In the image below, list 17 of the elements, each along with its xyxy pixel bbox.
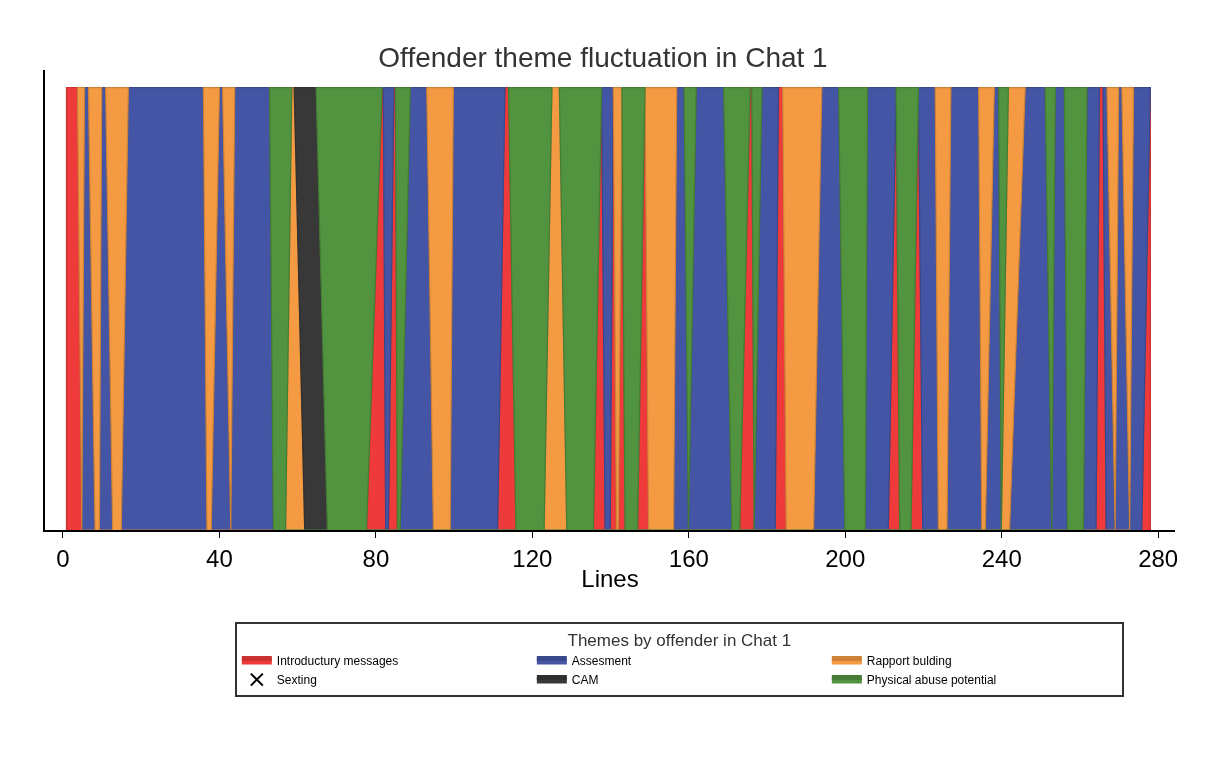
chart-title: Offender theme fluctuation in Chat 1 bbox=[378, 41, 828, 73]
x-tick-label: 0 bbox=[56, 544, 70, 572]
legend-label: Physical abuse potential bbox=[866, 673, 997, 688]
legend-title: Themes by offender in Chat 1 bbox=[567, 631, 792, 651]
x-tick-label: 280 bbox=[1138, 544, 1179, 572]
x-tick-label: 80 bbox=[362, 544, 390, 572]
x-tick-label: 200 bbox=[825, 544, 866, 572]
legend-label: Assesment bbox=[571, 654, 632, 669]
x-axis-title: Lines bbox=[581, 565, 639, 593]
legend-label: Introductury messages bbox=[276, 654, 399, 669]
x-tick-label: 120 bbox=[512, 544, 553, 572]
x-tick-label: 40 bbox=[206, 544, 233, 572]
x-tick-label: 240 bbox=[981, 544, 1022, 572]
legend-label: CAM bbox=[571, 673, 599, 688]
x-tick-label: 160 bbox=[668, 544, 709, 572]
legend-label: Sexting bbox=[276, 673, 317, 688]
legend-label: Rapport bulding bbox=[866, 654, 952, 669]
